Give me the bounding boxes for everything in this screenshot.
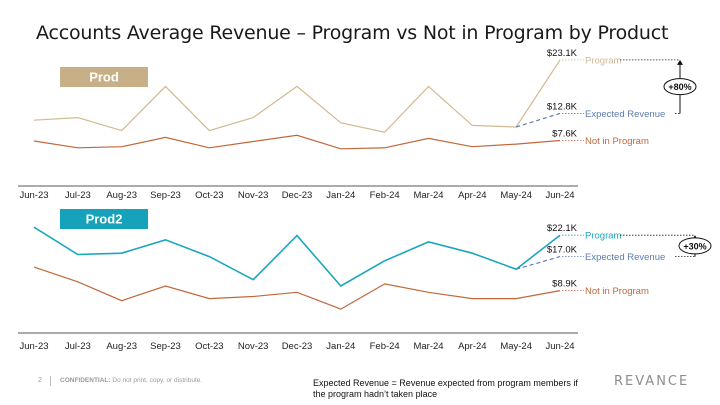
x-tick-label: Jan-24 [326, 190, 355, 201]
footer-divider [50, 376, 51, 386]
x-tick-label: Jun-24 [545, 190, 574, 201]
x-tick-label: Sep-23 [150, 341, 181, 352]
end-value-label: $22.1K [547, 223, 578, 234]
series-line-program [33, 226, 561, 288]
series-name-label: Not in Program [585, 286, 649, 297]
product-badge [60, 67, 148, 87]
series-name-label: Expected Revenue [585, 252, 665, 263]
uplift-label: +30% [683, 241, 706, 251]
end-value-label: $7.6K [552, 128, 577, 139]
page-title: Accounts Average Revenue – Program vs No… [36, 22, 669, 44]
x-tick-label: Jun-23 [19, 341, 48, 352]
x-tick-label: Dec-23 [282, 190, 313, 201]
x-tick-label: Dec-23 [282, 341, 313, 352]
series-name-label: Expected Revenue [585, 109, 665, 120]
x-tick-label: Jan-24 [326, 341, 355, 352]
end-value-label: $12.8K [547, 101, 578, 112]
confidential-notice: CONFIDENTIAL: Do not print, copy, or dis… [60, 377, 203, 384]
x-tick-label: Feb-24 [370, 190, 400, 201]
x-tick-label: Oct-23 [195, 190, 224, 201]
expected-revenue-note: Expected Revenue = Revenue expected from… [313, 378, 578, 399]
x-tick-label: Mar-24 [413, 190, 443, 201]
x-tick-label: Apr-24 [458, 190, 487, 201]
product-badge [60, 209, 148, 229]
x-tick-label: Jun-24 [545, 341, 574, 352]
end-value-label: $23.1K [547, 48, 578, 59]
x-tick-label: Jun-23 [19, 190, 48, 201]
series-line-program [33, 59, 561, 133]
uplift-label: +80% [668, 82, 691, 92]
product-badge-label: Prod2 [86, 212, 123, 227]
x-tick-label: Aug-23 [106, 190, 137, 201]
series-name-label: Program [585, 55, 622, 66]
brand-logo: REVANCE [614, 374, 690, 389]
series-name-label: Not in Program [585, 136, 649, 147]
series-line-expected-revenue [516, 256, 561, 270]
x-tick-label: Nov-23 [238, 190, 269, 201]
uplift-badge [663, 78, 697, 96]
end-value-label: $17.0K [547, 245, 578, 256]
product-badge-label: Prod [89, 70, 119, 85]
x-tick-label: Feb-24 [370, 341, 400, 352]
uplift-arrow-head [677, 59, 683, 65]
x-tick-label: May-24 [500, 190, 532, 201]
x-tick-label: May-24 [500, 341, 532, 352]
x-tick-label: Apr-24 [458, 341, 487, 352]
series-line-not-in-program [33, 134, 561, 150]
end-value-label: $8.9K [552, 279, 577, 290]
x-tick-label: Jul-23 [65, 341, 91, 352]
page-number: 2 [38, 377, 42, 384]
chart-panel-prod2: Jun-23 Jul-23 Aug-23 Sep-23 Oct-23 Nov-23 Dec-… [18, 209, 712, 352]
chart-panel-prod: Jun-23 Jul-23 Aug-23 Sep-23 Oct-23 Nov-23 Dec-… [18, 48, 697, 201]
x-tick-label: Sep-23 [150, 190, 181, 201]
series-name-label: Program [585, 231, 622, 242]
x-tick-label: Nov-23 [238, 341, 269, 352]
x-tick-label: Aug-23 [106, 341, 137, 352]
series-line-expected-revenue [516, 112, 561, 128]
series-line-not-in-program [33, 266, 561, 310]
uplift-badge [678, 237, 712, 255]
x-tick-label: Oct-23 [195, 341, 224, 352]
x-tick-label: Mar-24 [413, 341, 443, 352]
x-tick-label: Jul-23 [65, 190, 91, 201]
